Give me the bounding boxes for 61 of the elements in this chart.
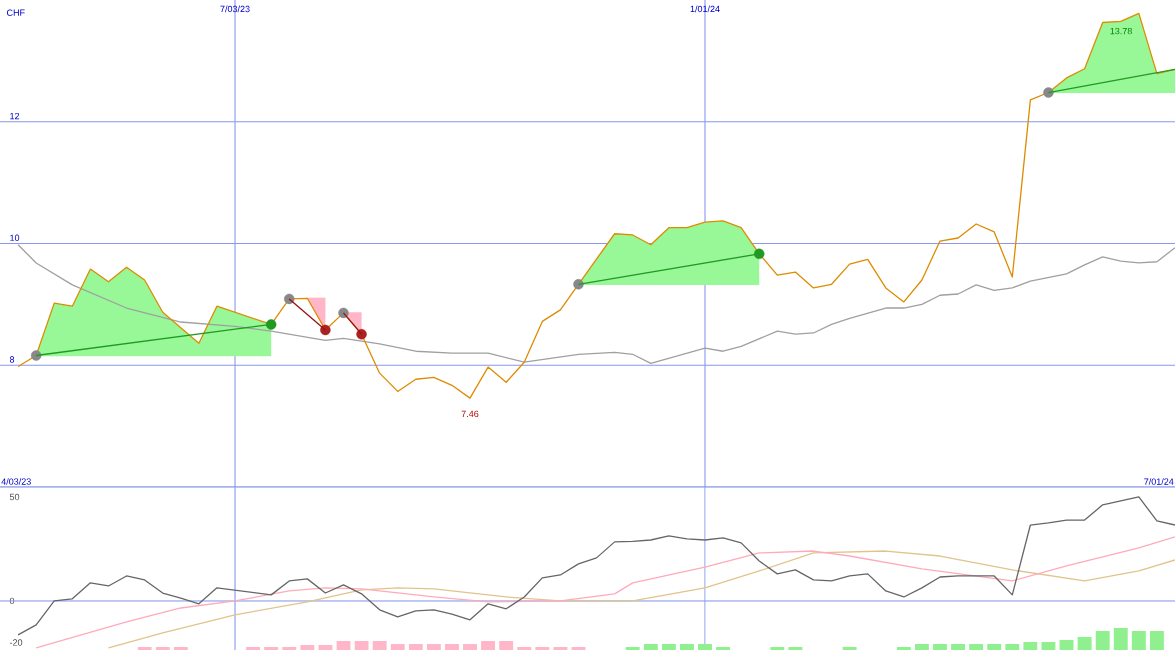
bar: [390, 643, 405, 650]
line-series: [107, 550, 1175, 649]
bar: [1005, 643, 1020, 650]
bar: [842, 647, 857, 650]
bar: [1023, 642, 1038, 650]
bar: [914, 643, 929, 650]
bar: [463, 643, 477, 650]
y-tick-label: 10: [10, 234, 20, 241]
bar: [264, 647, 279, 650]
bar: [300, 644, 315, 650]
bar: [499, 641, 514, 650]
y-axis-title: CHF: [7, 9, 25, 16]
line-series: [35, 536, 1175, 649]
bar: [987, 643, 1002, 650]
x-tick-label: 1/01/24: [690, 5, 720, 13]
bar: [1077, 636, 1092, 650]
bar: [246, 647, 261, 650]
bar: [426, 643, 441, 650]
annotation: 13.78: [1110, 27, 1132, 35]
bar: [679, 643, 694, 650]
bar: [643, 643, 658, 650]
bar: [155, 647, 170, 650]
bar: [372, 641, 387, 650]
bar: [896, 647, 911, 650]
bar: [716, 647, 731, 650]
bar: [1041, 642, 1056, 650]
bar: [571, 647, 586, 650]
bar: [408, 643, 423, 650]
y-tick-label: 12: [10, 112, 20, 120]
y-tick-label: 0: [9, 597, 15, 605]
bar: [173, 647, 188, 650]
bar: [1095, 631, 1110, 650]
bar: [770, 647, 785, 650]
bar: [661, 643, 676, 650]
bar: [336, 641, 351, 650]
bar: [933, 643, 947, 650]
y-tick-label: -20: [9, 639, 23, 646]
bar: [1113, 627, 1128, 650]
bar: [698, 643, 712, 650]
annotation: 7.46: [461, 410, 479, 418]
bar: [481, 641, 496, 650]
bar: [1059, 640, 1074, 650]
bar: [788, 647, 803, 650]
bar: [969, 643, 984, 650]
bar: [517, 647, 532, 650]
bar: [553, 647, 568, 650]
annotation: 4/03/23: [1, 478, 31, 485]
bar: [1131, 631, 1146, 650]
annotation: 7/01/24: [1144, 478, 1174, 485]
y-tick-label: 50: [9, 493, 20, 501]
bar: [535, 647, 550, 650]
bar: [282, 647, 297, 650]
x-tick-label: 7/03/23: [220, 5, 250, 13]
bar: [625, 647, 640, 650]
bar: [354, 641, 369, 650]
bar: [137, 647, 152, 650]
bar: [1149, 631, 1164, 650]
bar: [951, 643, 966, 650]
bar: [318, 644, 333, 650]
y-tick-label: 8: [9, 356, 15, 363]
bar: [444, 643, 459, 650]
